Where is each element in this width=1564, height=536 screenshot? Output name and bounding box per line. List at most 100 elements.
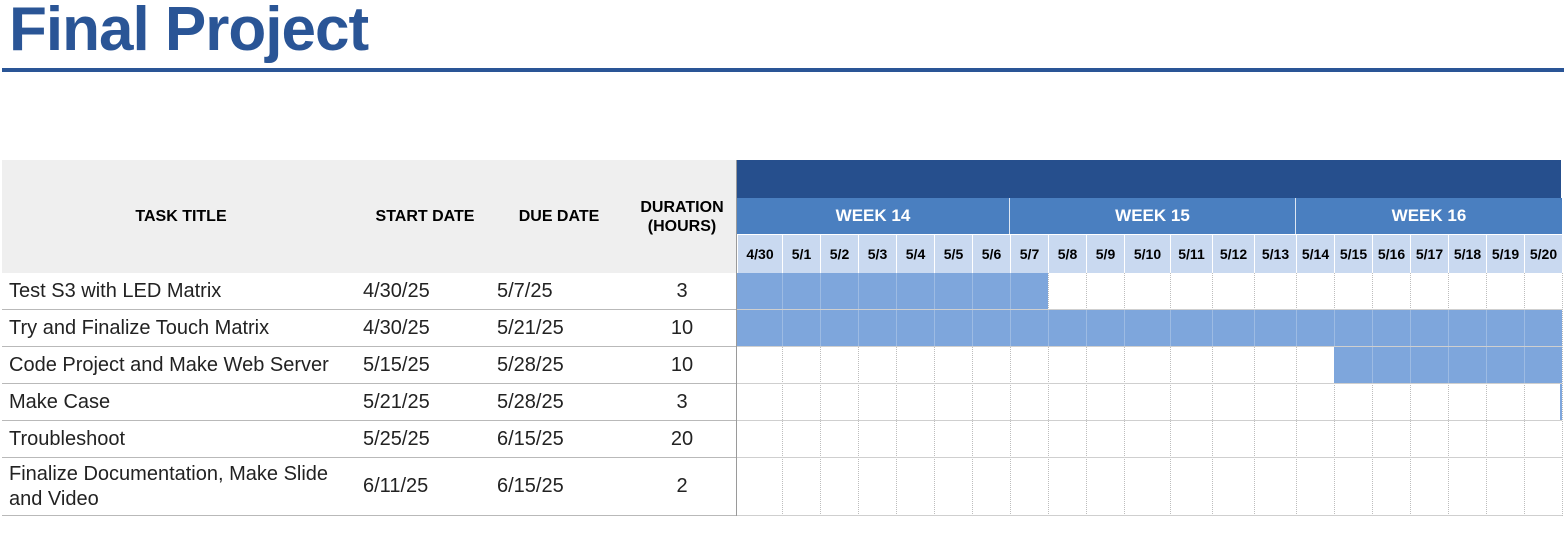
day-header: 5/6	[972, 235, 1010, 273]
gantt-bar-divider	[896, 310, 897, 346]
day-header: 5/9	[1086, 235, 1124, 273]
gantt-bar-divider	[820, 310, 821, 346]
grid-column-line	[1170, 273, 1171, 516]
task-start-date: 4/30/25	[363, 279, 430, 302]
table-divider	[736, 160, 737, 516]
week-header-16: WEEK 16	[1296, 198, 1562, 234]
grid-column-line	[972, 273, 973, 516]
task-title: Code Project and Make Web Server	[9, 353, 329, 376]
task-duration: 10	[670, 316, 694, 339]
gantt-bar-divider	[1254, 310, 1255, 346]
grid-column-line	[1296, 273, 1297, 516]
gantt-bar-divider	[1334, 310, 1335, 346]
day-header: 5/2	[820, 235, 858, 273]
gantt-bar-divider	[972, 310, 973, 346]
gantt-bar-divider	[1170, 310, 1171, 346]
task-row: Make Case 5/21/25 5/28/25 3	[2, 384, 736, 421]
gantt-bar-divider	[782, 310, 783, 346]
day-header: 5/15	[1334, 235, 1372, 273]
grid-column-line	[1124, 273, 1125, 516]
grid-column-line	[1334, 273, 1335, 516]
day-header: 5/16	[1372, 235, 1410, 273]
grid-column-line	[820, 273, 821, 516]
grid-column-line	[896, 273, 897, 516]
column-header-start-date: START DATE	[375, 208, 475, 225]
grid-column-line	[1524, 273, 1525, 516]
day-header: 5/18	[1448, 235, 1486, 273]
column-header-task-title: TASK TITLE	[135, 208, 227, 225]
grid-column-line	[1254, 273, 1255, 516]
gantt-bar-divider	[896, 273, 897, 309]
grid-column-line	[1562, 273, 1563, 516]
task-due-date: 5/21/25	[497, 316, 564, 339]
day-header: 5/8	[1048, 235, 1086, 273]
day-header: 5/10	[1124, 235, 1170, 273]
grid-row-line	[737, 309, 1562, 310]
gantt-bar-divider	[1448, 347, 1449, 383]
gantt-bar-divider	[1372, 347, 1373, 383]
task-start-date: 5/21/25	[363, 390, 430, 413]
grid-column-line	[934, 273, 935, 516]
table-header-background	[2, 160, 736, 273]
gantt-bar-divider	[1010, 310, 1011, 346]
task-title: Test S3 with LED Matrix	[9, 279, 222, 302]
gantt-bar-divider	[1486, 310, 1487, 346]
week-header-14: WEEK 14	[737, 198, 1010, 234]
gantt-bar-divider	[1086, 310, 1087, 346]
gantt-bar-divider	[1524, 347, 1525, 383]
gantt-bar	[737, 273, 1048, 309]
day-header: 5/5	[934, 235, 972, 273]
gantt-bar-divider	[1372, 310, 1373, 346]
gantt-bar-divider	[820, 273, 821, 309]
task-start-date: 5/15/25	[363, 353, 430, 376]
gantt-bar	[1560, 384, 1562, 420]
task-due-date: 5/28/25	[497, 390, 564, 413]
gantt-bar-divider	[1048, 310, 1049, 346]
page-title: Final Project	[9, 0, 369, 64]
grid-row-line	[737, 515, 1562, 516]
timeline-header-band	[737, 160, 1561, 198]
day-header: 5/11	[1170, 235, 1212, 273]
gantt-bar-divider	[1524, 310, 1525, 346]
grid-column-line	[1010, 273, 1011, 516]
task-duration: 3	[676, 279, 688, 302]
week-header-15: WEEK 15	[1010, 198, 1296, 234]
task-start-date: 5/25/25	[363, 427, 430, 450]
grid-column-line	[1372, 273, 1373, 516]
day-header: 5/19	[1486, 235, 1524, 273]
gantt-bar-divider	[1212, 310, 1213, 346]
gantt-bar-divider	[1124, 310, 1125, 346]
gantt-bar-divider	[934, 273, 935, 309]
gantt-bar-divider	[1410, 347, 1411, 383]
gantt-bar-divider	[1486, 347, 1487, 383]
day-header: 5/14	[1296, 235, 1334, 273]
task-title: Try and Finalize Touch Matrix	[9, 316, 270, 339]
grid-row-line	[737, 457, 1562, 458]
grid-column-line	[1212, 273, 1213, 516]
task-due-date: 6/15/25	[497, 475, 564, 497]
task-duration: 3	[676, 390, 688, 413]
day-header: 5/4	[896, 235, 934, 273]
day-header: 5/3	[858, 235, 896, 273]
task-duration: 10	[670, 353, 694, 376]
task-row: Finalize Documentation, Make Slide and V…	[2, 458, 736, 516]
column-header-due-date: DUE DATE	[518, 208, 600, 225]
task-start-date: 6/11/25	[363, 475, 429, 497]
grid-row-line	[737, 420, 1562, 421]
grid-column-line	[858, 273, 859, 516]
task-row: Code Project and Make Web Server 5/15/25 5…	[2, 347, 736, 384]
day-header: 5/13	[1254, 235, 1296, 273]
gantt-bar-divider	[1010, 273, 1011, 309]
grid-column-line	[1086, 273, 1087, 516]
gantt-bar-divider	[1296, 310, 1297, 346]
task-due-date: 5/28/25	[497, 353, 564, 376]
gantt-bar-divider	[858, 273, 859, 309]
task-duration: 20	[670, 427, 694, 450]
gantt-bar-divider	[1448, 310, 1449, 346]
day-header: 4/30	[737, 235, 782, 273]
day-header: 5/20	[1524, 235, 1562, 273]
task-start-date: 4/30/25	[363, 316, 430, 339]
grid-column-line	[1410, 273, 1411, 516]
grid-row-line	[737, 346, 1562, 347]
task-duration: 2	[676, 475, 688, 497]
